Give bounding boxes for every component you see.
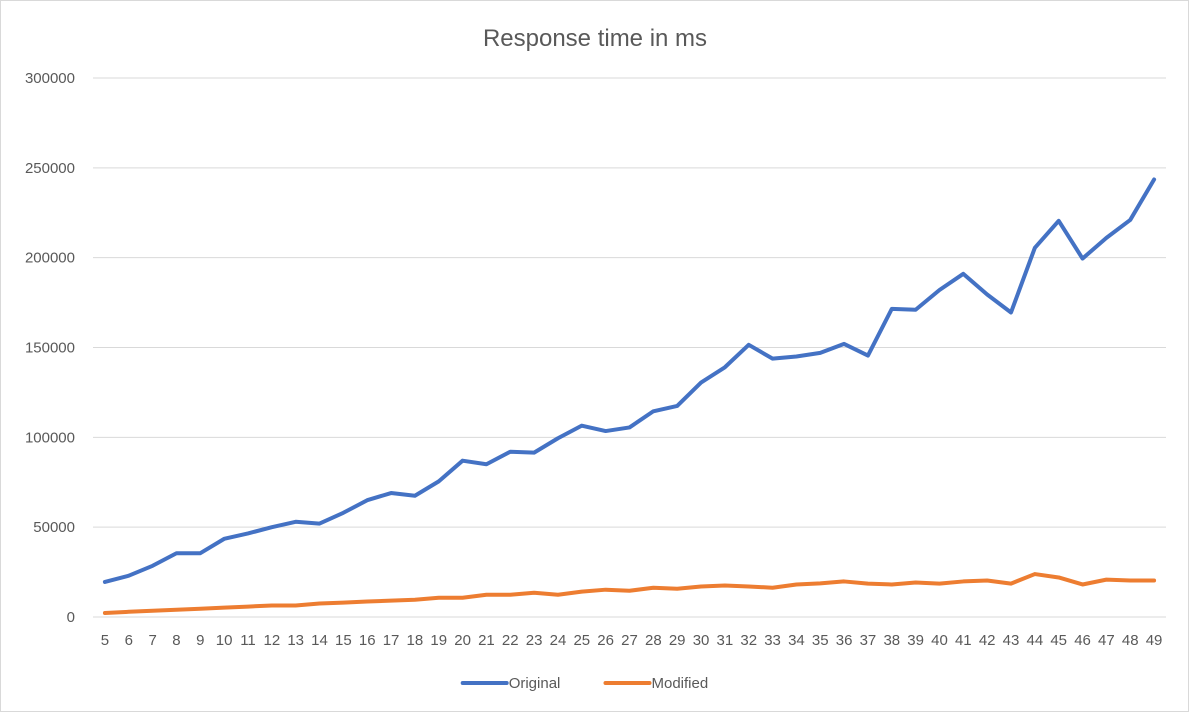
x-tick-label: 34 <box>788 632 805 649</box>
x-tick-label: 10 <box>216 632 233 649</box>
x-tick-label: 45 <box>1050 632 1067 649</box>
x-tick-label: 8 <box>172 632 180 649</box>
x-tick-label: 18 <box>407 632 424 649</box>
x-tick-label: 22 <box>502 632 519 649</box>
x-tick-label: 32 <box>740 632 757 649</box>
x-tick-label: 44 <box>1027 632 1044 649</box>
x-tick-label: 15 <box>335 632 352 649</box>
y-tick-label: 300000 <box>25 70 75 87</box>
x-tick-label: 9 <box>196 632 204 649</box>
y-tick-label: 150000 <box>25 340 75 357</box>
x-tick-label: 7 <box>148 632 156 649</box>
x-tick-label: 24 <box>550 632 567 649</box>
legend-item-modified: Modified <box>603 675 709 692</box>
x-tick-label: 6 <box>125 632 133 649</box>
x-tick-label: 5 <box>101 632 109 649</box>
series-line-modified <box>102 572 1157 616</box>
x-tick-label: 36 <box>836 632 853 649</box>
chart-title: Response time in ms <box>483 25 707 52</box>
x-tick-label: 43 <box>1003 632 1020 649</box>
x-tick-label: 21 <box>478 632 495 649</box>
x-tick-label: 46 <box>1074 632 1091 649</box>
series-lines <box>102 177 1157 616</box>
x-tick-label: 13 <box>287 632 304 649</box>
x-tick-label: 38 <box>883 632 900 649</box>
y-tick-label: 50000 <box>33 519 75 536</box>
x-tick-label: 40 <box>931 632 948 649</box>
x-tick-label: 20 <box>454 632 471 649</box>
y-tick-label: 250000 <box>25 160 75 177</box>
x-tick-label: 19 <box>430 632 447 649</box>
x-tick-label: 49 <box>1146 632 1163 649</box>
x-tick-label: 12 <box>263 632 280 649</box>
x-tick-label: 33 <box>764 632 781 649</box>
gridlines <box>93 77 1166 618</box>
x-axis-tick-labels: 5 6 7 8 9 10 11 12 13 14 15 16 17 18 19 20 21 22 23 24 25 26 2… <box>101 632 1163 649</box>
x-tick-label: 16 <box>359 632 376 649</box>
x-tick-label: 39 <box>907 632 924 649</box>
legend-label: Modified <box>652 675 709 692</box>
x-tick-label: 26 <box>597 632 614 649</box>
legend-item-original: Original <box>460 675 561 692</box>
x-tick-label: 27 <box>621 632 638 649</box>
x-tick-label: 37 <box>860 632 877 649</box>
legend-label: Original <box>509 675 561 692</box>
legend: Original Modified <box>460 675 709 692</box>
x-tick-label: 47 <box>1098 632 1115 649</box>
x-tick-label: 11 <box>240 632 256 649</box>
x-tick-label: 14 <box>311 632 328 649</box>
y-tick-label: 0 <box>67 609 75 626</box>
y-tick-label: 200000 <box>25 250 75 267</box>
x-tick-label: 42 <box>979 632 996 649</box>
x-tick-label: 25 <box>573 632 590 649</box>
x-tick-label: 30 <box>693 632 710 649</box>
y-tick-label: 100000 <box>25 429 75 446</box>
x-tick-label: 29 <box>669 632 686 649</box>
series-line-original <box>102 177 1157 584</box>
x-tick-label: 23 <box>526 632 543 649</box>
x-tick-label: 35 <box>812 632 829 649</box>
x-tick-label: 31 <box>717 632 734 649</box>
x-tick-label: 17 <box>383 632 400 649</box>
y-axis-tick-labels: 0 50000 100000 150000 200000 250000 300000 <box>25 70 75 626</box>
x-tick-label: 41 <box>955 632 972 649</box>
x-tick-label: 28 <box>645 632 662 649</box>
x-tick-label: 48 <box>1122 632 1139 649</box>
